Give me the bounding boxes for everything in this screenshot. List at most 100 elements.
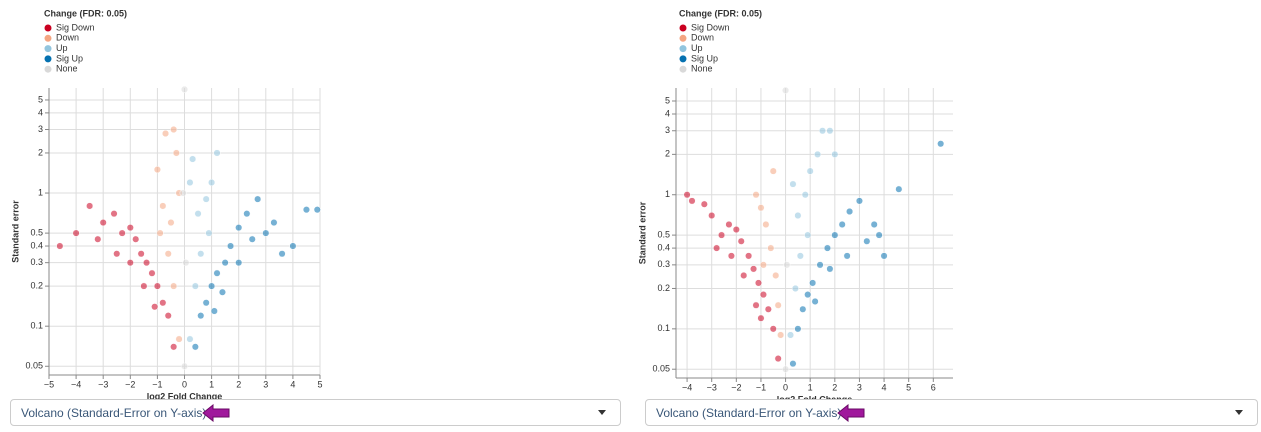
point bbox=[806, 167, 814, 175]
x-tick-label: 0 bbox=[182, 379, 187, 389]
point bbox=[170, 343, 178, 351]
y-tick-label: 0.3 bbox=[657, 259, 670, 269]
point bbox=[777, 331, 785, 339]
y-tick-label: 5 bbox=[38, 94, 43, 104]
point bbox=[182, 259, 190, 267]
x-axis-title: log2 Fold Change bbox=[147, 391, 223, 401]
point bbox=[151, 303, 159, 311]
dropdown[interactable]: Volcano (Standard-Error on Y-axis) bbox=[10, 399, 621, 426]
arrow-icon bbox=[837, 404, 865, 422]
point bbox=[126, 224, 134, 232]
point bbox=[186, 335, 194, 343]
point bbox=[700, 200, 708, 208]
point bbox=[814, 150, 822, 158]
legend-swatch bbox=[44, 55, 52, 63]
legend-swatch bbox=[44, 34, 52, 42]
point bbox=[289, 242, 297, 250]
point bbox=[180, 362, 189, 370]
point bbox=[757, 204, 765, 212]
y-tick-label: 0.3 bbox=[30, 257, 43, 267]
point bbox=[118, 229, 126, 237]
legend-swatch bbox=[44, 24, 52, 32]
y-tick-label: 1 bbox=[665, 189, 670, 199]
x-tick-label: −5 bbox=[44, 379, 54, 389]
point bbox=[302, 206, 311, 214]
point bbox=[113, 250, 121, 258]
point bbox=[197, 250, 205, 258]
point bbox=[213, 149, 221, 157]
point bbox=[783, 261, 791, 269]
point bbox=[757, 314, 765, 322]
dropdown[interactable]: Volcano (Standard-Error on Y-axis) bbox=[645, 399, 1258, 426]
x-tick-label: 3 bbox=[263, 379, 268, 389]
legend-label: Down bbox=[56, 33, 79, 43]
point bbox=[826, 127, 834, 135]
y-tick-label: 0.4 bbox=[30, 240, 43, 250]
point bbox=[167, 219, 175, 227]
x-tick-label: 1 bbox=[209, 379, 214, 389]
point bbox=[148, 269, 156, 277]
point bbox=[159, 202, 167, 210]
point bbox=[683, 191, 691, 199]
y-tick-label: 0.5 bbox=[30, 227, 43, 237]
x-tick-label: 3 bbox=[857, 382, 862, 392]
point bbox=[194, 210, 202, 218]
point bbox=[846, 207, 854, 216]
point bbox=[189, 155, 197, 163]
y-axis-title: Standard error bbox=[10, 200, 20, 263]
point bbox=[782, 86, 790, 94]
point bbox=[156, 229, 164, 237]
point bbox=[786, 331, 795, 339]
y-axis-title: Standard error bbox=[637, 201, 647, 264]
point bbox=[843, 252, 851, 260]
point bbox=[164, 312, 172, 320]
point bbox=[713, 244, 721, 252]
x-tick-label: −3 bbox=[707, 382, 717, 392]
legend-title: Change (FDR: 0.05) bbox=[44, 8, 127, 18]
caret bbox=[598, 410, 606, 415]
point bbox=[752, 301, 760, 309]
point bbox=[172, 149, 180, 157]
point bbox=[180, 85, 189, 93]
point bbox=[759, 261, 767, 269]
x-tick-label: −1 bbox=[756, 382, 766, 392]
point bbox=[164, 250, 172, 258]
point bbox=[718, 231, 726, 239]
point bbox=[72, 229, 80, 237]
x-tick-label: −4 bbox=[71, 379, 81, 389]
point bbox=[126, 259, 134, 267]
point bbox=[179, 189, 187, 197]
y-tick-label: 1 bbox=[38, 187, 43, 197]
point bbox=[732, 226, 740, 234]
point bbox=[752, 191, 760, 199]
x-tick-label: −2 bbox=[731, 382, 741, 392]
point bbox=[218, 288, 226, 296]
x-tick-label: −3 bbox=[98, 379, 108, 389]
point bbox=[202, 299, 210, 307]
x-tick-label: −4 bbox=[682, 382, 692, 392]
y-tick-label: 3 bbox=[665, 125, 670, 135]
y-tick-label: 0.5 bbox=[657, 229, 670, 239]
point bbox=[313, 206, 321, 214]
x-tick-label: 4 bbox=[290, 379, 295, 389]
legend-label: Sig Down bbox=[56, 22, 95, 32]
y-tick-label: 5 bbox=[665, 95, 670, 105]
point bbox=[816, 261, 824, 269]
point bbox=[826, 265, 834, 273]
y-tick-label: 4 bbox=[665, 108, 670, 118]
point bbox=[243, 210, 251, 218]
point bbox=[794, 211, 802, 220]
point bbox=[94, 235, 102, 243]
legend-swatch bbox=[679, 34, 687, 42]
point bbox=[750, 265, 758, 273]
point bbox=[789, 360, 797, 368]
point bbox=[754, 279, 763, 287]
point bbox=[818, 127, 827, 135]
point bbox=[132, 235, 140, 243]
point bbox=[762, 220, 770, 229]
point bbox=[202, 195, 210, 203]
arrow-icon bbox=[202, 404, 230, 422]
y-tick-label: 0.2 bbox=[30, 280, 43, 290]
point bbox=[99, 219, 107, 227]
